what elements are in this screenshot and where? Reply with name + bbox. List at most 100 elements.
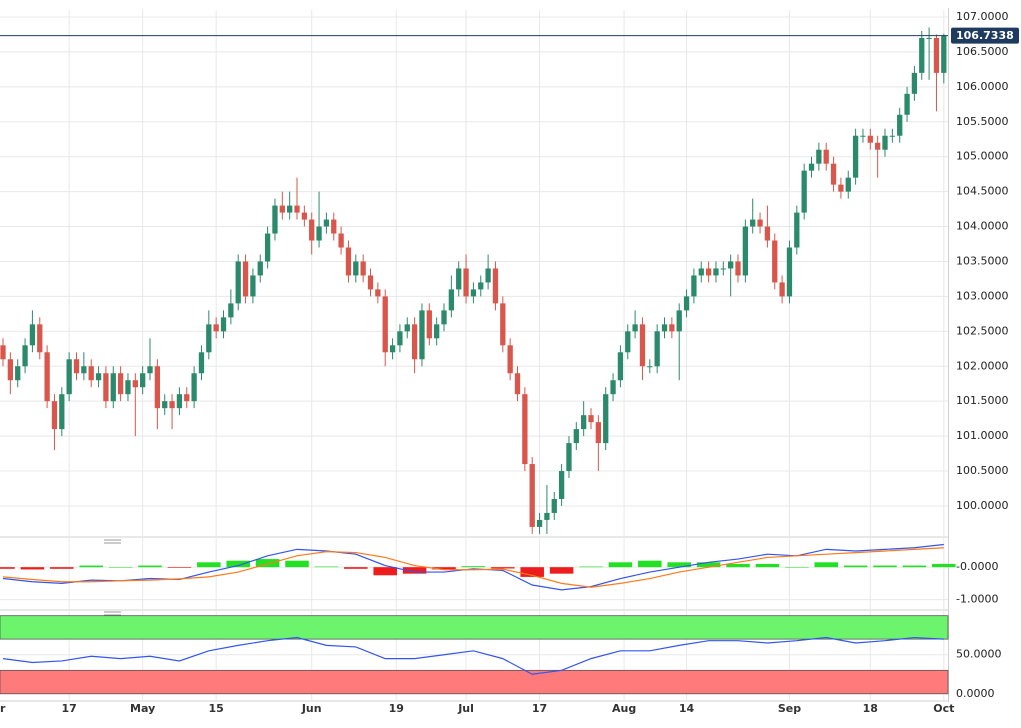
histogram-bar (226, 560, 250, 568)
candle-body (279, 205, 285, 213)
candle-body (309, 219, 315, 241)
x-tick-label: Aug (612, 702, 636, 715)
candle-body (132, 380, 138, 388)
candle-body (59, 394, 65, 430)
candle-body (110, 373, 116, 402)
candle-body (206, 324, 212, 353)
histogram-bar (520, 567, 544, 577)
candle-body (22, 345, 28, 367)
candle-body (529, 464, 535, 527)
resize-handle[interactable] (104, 611, 121, 616)
candle-body (44, 352, 50, 402)
candle-body (573, 429, 579, 444)
candle-body (397, 331, 403, 346)
candle-body (162, 401, 168, 409)
candle-body (426, 310, 432, 339)
x-tick-label: Jul (457, 702, 474, 715)
candle-body (816, 149, 822, 164)
candle-body (669, 324, 675, 332)
candle-body (919, 37, 925, 73)
candle-body (933, 37, 940, 73)
candle-body (434, 324, 440, 339)
candle-body (147, 366, 153, 374)
candle-body (742, 226, 749, 276)
candle-body (838, 184, 844, 192)
candle-body (411, 324, 418, 360)
candle-body (647, 366, 653, 368)
candle-body (117, 373, 124, 395)
candle-body (897, 114, 903, 136)
candle-body (713, 268, 719, 276)
candle-body (588, 415, 594, 423)
histogram-bar (314, 566, 339, 568)
histogram-bar (549, 567, 574, 574)
y-tick-label: 100.5000 (956, 464, 1009, 477)
candle-body (801, 170, 807, 213)
candle-body (338, 233, 344, 248)
candle-body (764, 226, 771, 241)
candle-body (287, 205, 293, 213)
candle-body (250, 275, 256, 297)
candle-body (750, 219, 756, 227)
candle-body (661, 324, 668, 332)
candle-body (478, 282, 484, 290)
candle-body (823, 149, 829, 164)
candle-body (889, 135, 896, 137)
y-tick-label: 101.5000 (956, 394, 1009, 407)
histogram-bar (902, 565, 927, 568)
panel: 100.0000 100.5000 101.0000 101.5000 102.0000… (0, 10, 1019, 536)
histogram-bar (843, 565, 868, 568)
histogram-bar (138, 565, 162, 568)
candle-body (367, 275, 374, 290)
candle-body (169, 401, 175, 409)
histogram-bar (932, 563, 956, 568)
candle-body (522, 394, 528, 465)
candle-body (617, 352, 624, 381)
candle-body (294, 205, 300, 213)
candle-body (507, 345, 513, 374)
candle-body (860, 135, 866, 137)
y-tick-label: 104.0000 (956, 220, 1009, 233)
candle-body (37, 324, 43, 353)
candle-body (705, 268, 712, 276)
histogram-bar (667, 562, 691, 568)
candle-body (213, 324, 219, 332)
candle-body (456, 268, 462, 290)
candle-body (29, 324, 36, 346)
histogram-bar (0, 567, 15, 569)
histogram-bar (785, 567, 809, 568)
candle-body (595, 422, 602, 444)
resize-handle[interactable] (104, 539, 121, 544)
candle-body (625, 331, 631, 353)
histogram-bar (608, 562, 633, 568)
y-tick-label: 103.5000 (956, 254, 1009, 267)
band (0, 615, 949, 640)
candle-body (735, 261, 741, 276)
y-tick-label: 102.0000 (956, 359, 1009, 372)
y-tick-label: 103.0000 (956, 289, 1009, 302)
candle-body (301, 212, 308, 220)
candle-body (654, 331, 660, 367)
histogram-bar (79, 565, 103, 568)
candle-body (779, 282, 785, 297)
candle-body (500, 303, 506, 346)
candle-body (257, 261, 263, 276)
histogram-bar (50, 567, 74, 569)
histogram-bar (344, 567, 368, 569)
histogram-bar (167, 567, 192, 568)
histogram-bar (873, 565, 897, 568)
x-tick-label: 15 (209, 702, 224, 715)
y-tick-label: 104.5000 (956, 185, 1009, 198)
candle-body (639, 324, 646, 367)
histogram-bar (814, 562, 838, 568)
candle-body (419, 310, 425, 360)
candle-body (375, 289, 381, 297)
y-tick-label: 101.0000 (956, 429, 1009, 442)
candle-body (81, 366, 87, 374)
y-tick-label: 102.5000 (956, 324, 1009, 337)
x-tick-label: 14 (679, 702, 695, 715)
candle-body (514, 373, 521, 395)
x-tick-label: Sep (778, 702, 801, 715)
y-tick-label: 107.0000 (956, 10, 1009, 23)
candle-body (125, 380, 131, 395)
